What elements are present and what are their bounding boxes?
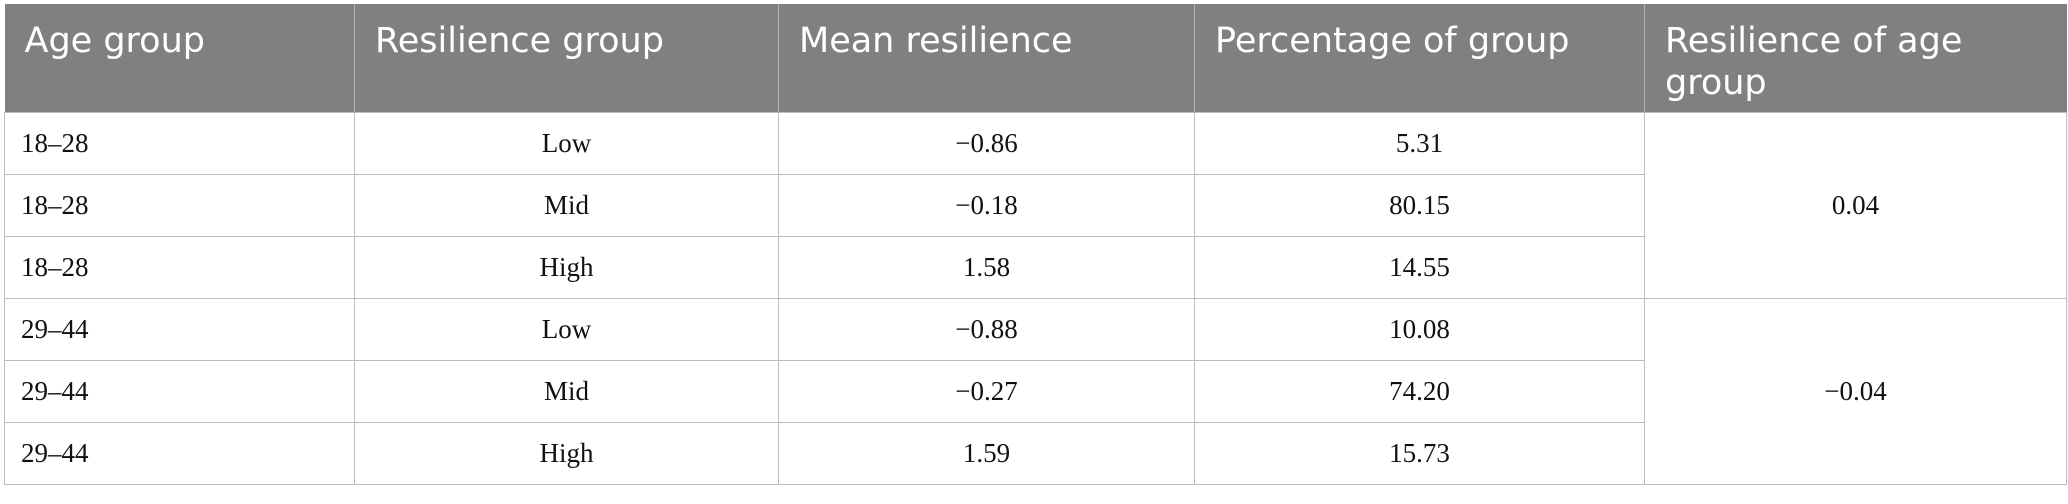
header-age-group: Age group xyxy=(4,4,355,113)
cell-mean-resilience: −0.18 xyxy=(778,174,1195,237)
cell-age-group: 29–44 xyxy=(4,360,355,423)
cell-mean-resilience: 1.58 xyxy=(778,236,1195,299)
cell-percentage: 80.15 xyxy=(1194,174,1645,237)
cell-resilience-group: High xyxy=(354,422,779,485)
table-row: 29–44 Mid −0.27 74.20 xyxy=(4,360,2067,423)
cell-age-group-resilience: −0.04 xyxy=(1644,298,2067,485)
cell-mean-resilience: −0.86 xyxy=(778,112,1195,175)
header-resilience-group: Resilience group xyxy=(354,4,779,113)
header-mean-resilience: Mean resilience xyxy=(778,4,1195,113)
cell-age-group: 29–44 xyxy=(4,298,355,361)
cell-percentage: 5.31 xyxy=(1194,112,1645,175)
cell-resilience-group: Mid xyxy=(354,360,779,423)
cell-age-group-resilience: 0.04 xyxy=(1644,112,2067,299)
resilience-table: Age group Resilience group Mean resilien… xyxy=(4,4,2067,485)
cell-age-group: 18–28 xyxy=(4,112,355,175)
cell-mean-resilience: 1.59 xyxy=(778,422,1195,485)
table-row: 18–28 Low −0.86 5.31 0.04 xyxy=(4,112,2067,299)
resilience-table-container: Age group Resilience group Mean resilien… xyxy=(4,4,2067,485)
table-body: 18–28 Low −0.86 5.31 0.04 18–28 Mid −0.1… xyxy=(4,112,2067,485)
cell-percentage: 10.08 xyxy=(1194,298,1645,361)
cell-mean-resilience: −0.88 xyxy=(778,298,1195,361)
cell-mean-resilience: −0.27 xyxy=(778,360,1195,423)
cell-percentage: 15.73 xyxy=(1194,422,1645,485)
cell-percentage: 14.55 xyxy=(1194,236,1645,299)
table-row: 29–44 Low −0.88 10.08 −0.04 xyxy=(4,298,2067,485)
cell-age-group: 29–44 xyxy=(4,422,355,485)
table-header: Age group Resilience group Mean resilien… xyxy=(4,4,2067,113)
cell-resilience-group: Low xyxy=(354,112,779,175)
cell-age-group: 18–28 xyxy=(4,236,355,299)
table-row: 18–28 High 1.58 14.55 xyxy=(4,236,2067,299)
table-row: 29–44 High 1.59 15.73 xyxy=(4,422,2067,485)
cell-age-group: 18–28 xyxy=(4,174,355,237)
header-resilience-of-age-group: Resilience of age group xyxy=(1644,4,2067,113)
cell-percentage: 74.20 xyxy=(1194,360,1645,423)
cell-resilience-group: High xyxy=(354,236,779,299)
header-row: Age group Resilience group Mean resilien… xyxy=(4,4,2067,113)
cell-resilience-group: Low xyxy=(354,298,779,361)
header-percentage-of-group: Percentage of group xyxy=(1194,4,1645,113)
cell-resilience-group: Mid xyxy=(354,174,779,237)
